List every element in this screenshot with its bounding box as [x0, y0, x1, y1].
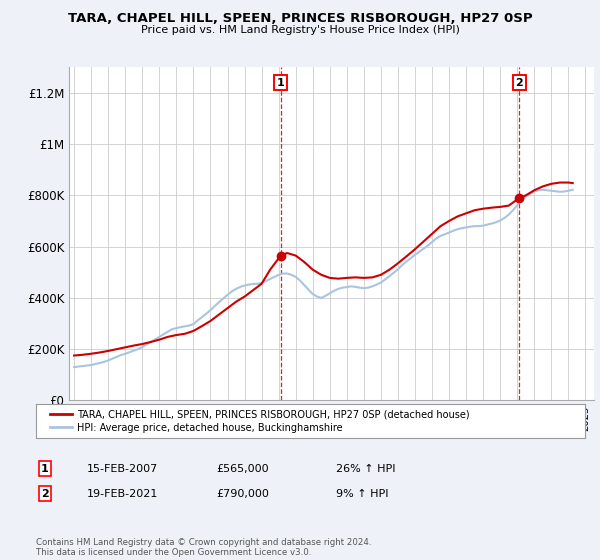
Text: 15-FEB-2007: 15-FEB-2007 [87, 464, 158, 474]
Text: TARA, CHAPEL HILL, SPEEN, PRINCES RISBOROUGH, HP27 0SP: TARA, CHAPEL HILL, SPEEN, PRINCES RISBOR… [68, 12, 532, 25]
Text: 2: 2 [41, 489, 49, 499]
Text: 9% ↑ HPI: 9% ↑ HPI [336, 489, 389, 499]
Text: £565,000: £565,000 [216, 464, 269, 474]
Text: 2: 2 [515, 78, 523, 87]
Text: Contains HM Land Registry data © Crown copyright and database right 2024.
This d: Contains HM Land Registry data © Crown c… [36, 538, 371, 557]
Text: £790,000: £790,000 [216, 489, 269, 499]
Text: 19-FEB-2021: 19-FEB-2021 [87, 489, 158, 499]
Legend: TARA, CHAPEL HILL, SPEEN, PRINCES RISBOROUGH, HP27 0SP (detached house), HPI: Av: TARA, CHAPEL HILL, SPEEN, PRINCES RISBOR… [46, 405, 474, 437]
Text: 26% ↑ HPI: 26% ↑ HPI [336, 464, 395, 474]
Text: 1: 1 [41, 464, 49, 474]
Text: Price paid vs. HM Land Registry's House Price Index (HPI): Price paid vs. HM Land Registry's House … [140, 25, 460, 35]
Text: 1: 1 [277, 78, 284, 87]
